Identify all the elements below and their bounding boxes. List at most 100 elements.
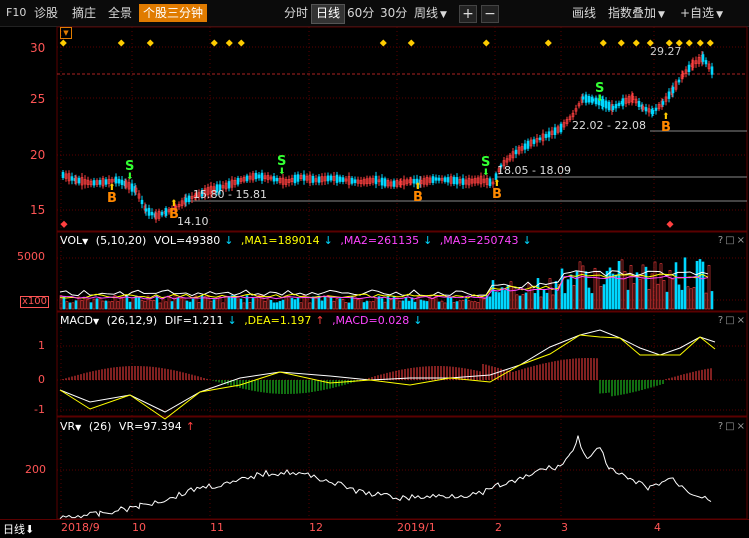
volume-bar bbox=[557, 284, 561, 310]
volume-bar bbox=[218, 296, 222, 310]
x-label-mar: 3 bbox=[561, 521, 568, 534]
annotation-high: 29.27 bbox=[650, 45, 682, 58]
period-daily[interactable]: 日线 bbox=[311, 4, 346, 24]
period-30min[interactable]: 30分 bbox=[380, 6, 408, 20]
candle-body bbox=[365, 178, 369, 184]
volume-bar bbox=[242, 302, 246, 310]
draw-line-button[interactable]: 画线 bbox=[572, 6, 597, 20]
volume-bar bbox=[677, 284, 681, 310]
arrow-down-icon: ⬇ bbox=[126, 172, 134, 182]
volume-bar bbox=[563, 293, 567, 310]
macd-pane-controls[interactable]: ?□× bbox=[717, 315, 747, 326]
candle-body bbox=[526, 140, 530, 149]
volume-bar bbox=[59, 295, 63, 310]
f10-button[interactable]: F10 bbox=[6, 6, 27, 19]
candle-body bbox=[544, 134, 548, 138]
volume-bar bbox=[68, 302, 72, 310]
period-60min[interactable]: 60分 bbox=[347, 6, 375, 20]
chevron-down-icon[interactable]: ▼ bbox=[75, 423, 82, 432]
candle-body bbox=[290, 178, 294, 182]
candle-body bbox=[409, 178, 413, 184]
candle-body bbox=[440, 178, 444, 181]
candle-body bbox=[631, 96, 635, 100]
volume-bar bbox=[470, 301, 474, 310]
event-marker-icon bbox=[482, 39, 490, 47]
candle-body bbox=[647, 108, 651, 113]
sell-signal: S bbox=[481, 155, 490, 170]
arrow-down-icon: ↓ bbox=[522, 234, 532, 247]
volume-bar bbox=[533, 293, 537, 310]
volume-bar bbox=[278, 301, 282, 310]
vol-value: VOL=49380 bbox=[153, 234, 221, 247]
candle-body bbox=[553, 127, 557, 136]
candle-body bbox=[710, 66, 714, 75]
y-tick-15: 15 bbox=[30, 203, 46, 217]
vol-pane-controls[interactable]: ?□× bbox=[717, 235, 747, 246]
candle-body bbox=[701, 54, 705, 62]
period-week-dropdown[interactable]: 周线 ▼ bbox=[410, 4, 451, 22]
period-intraday[interactable]: 分时 bbox=[284, 6, 309, 20]
candle-body bbox=[203, 188, 207, 197]
candle-body bbox=[140, 199, 144, 205]
volume-bar bbox=[653, 261, 657, 310]
chart-menu-icon[interactable]: ▼ bbox=[60, 27, 72, 39]
candle-body bbox=[681, 72, 685, 78]
three-minute-button[interactable]: 个股三分钟 bbox=[139, 4, 208, 22]
candle-body bbox=[449, 176, 453, 184]
candle-body bbox=[362, 178, 366, 185]
candle-body bbox=[607, 101, 611, 111]
volume-bar bbox=[497, 292, 501, 310]
candle-body bbox=[476, 177, 480, 184]
volume-bar bbox=[179, 297, 183, 310]
macd-name[interactable]: MACD bbox=[60, 314, 93, 327]
candle-body bbox=[124, 180, 128, 188]
volume-bar bbox=[194, 295, 198, 310]
volume-bar bbox=[176, 297, 180, 310]
candle-body bbox=[177, 204, 181, 208]
y-tick-20: 20 bbox=[30, 148, 46, 162]
candle-body bbox=[535, 137, 539, 143]
event-marker-icon bbox=[666, 220, 674, 228]
candle-body bbox=[212, 186, 216, 192]
volume-bar bbox=[113, 295, 117, 310]
vol-name[interactable]: VOL bbox=[60, 234, 83, 247]
volume-bars bbox=[59, 257, 714, 310]
volume-bar bbox=[299, 302, 303, 310]
volume-bar bbox=[140, 299, 144, 310]
volume-bar bbox=[518, 295, 522, 310]
week-label: 周线 bbox=[414, 6, 439, 20]
candle-body bbox=[187, 195, 191, 203]
volume-bar bbox=[419, 299, 423, 310]
candle-body bbox=[157, 210, 161, 219]
candle-body bbox=[353, 179, 357, 183]
diagnose-button[interactable]: 诊股 bbox=[34, 6, 59, 20]
candle-body bbox=[415, 178, 419, 185]
panorama-button[interactable]: 全景 bbox=[108, 6, 133, 20]
event-marker-icon bbox=[706, 39, 714, 47]
volume-bar bbox=[629, 265, 633, 310]
arrow-down-icon: ⬇ bbox=[596, 94, 604, 104]
vr-name[interactable]: VR bbox=[60, 420, 76, 433]
candle-body bbox=[601, 98, 605, 108]
chevron-down-icon[interactable]: ▼ bbox=[92, 317, 100, 326]
annotation-range1: 22.02 - 22.08 bbox=[572, 119, 646, 132]
zhaizhuang-button[interactable]: 摘庄 bbox=[72, 6, 97, 20]
chevron-down-icon[interactable]: ▼ bbox=[82, 237, 89, 246]
add-watchlist-dropdown[interactable]: +自选 ▼ bbox=[676, 4, 727, 22]
candle-body bbox=[624, 97, 628, 104]
vr-pane-controls[interactable]: ?□× bbox=[717, 421, 747, 432]
candle-body bbox=[383, 178, 387, 187]
volume-bar bbox=[272, 302, 276, 310]
x-axis-period[interactable]: 日线⬇ bbox=[3, 521, 34, 537]
x-axis: 日线⬇ 2018/9 10 11 12 2019/1 2 3 4 bbox=[0, 519, 749, 538]
candle-body bbox=[167, 209, 171, 213]
candle-body bbox=[144, 208, 148, 212]
index-overlay-dropdown[interactable]: 指数叠加 ▼ bbox=[604, 4, 669, 22]
volume-bar bbox=[224, 295, 228, 310]
candle-body bbox=[508, 154, 512, 161]
volume-bar bbox=[197, 302, 201, 310]
zoom-out-button[interactable]: − bbox=[481, 5, 499, 23]
candle-body bbox=[311, 175, 315, 183]
zoom-in-button[interactable]: + bbox=[459, 5, 477, 23]
